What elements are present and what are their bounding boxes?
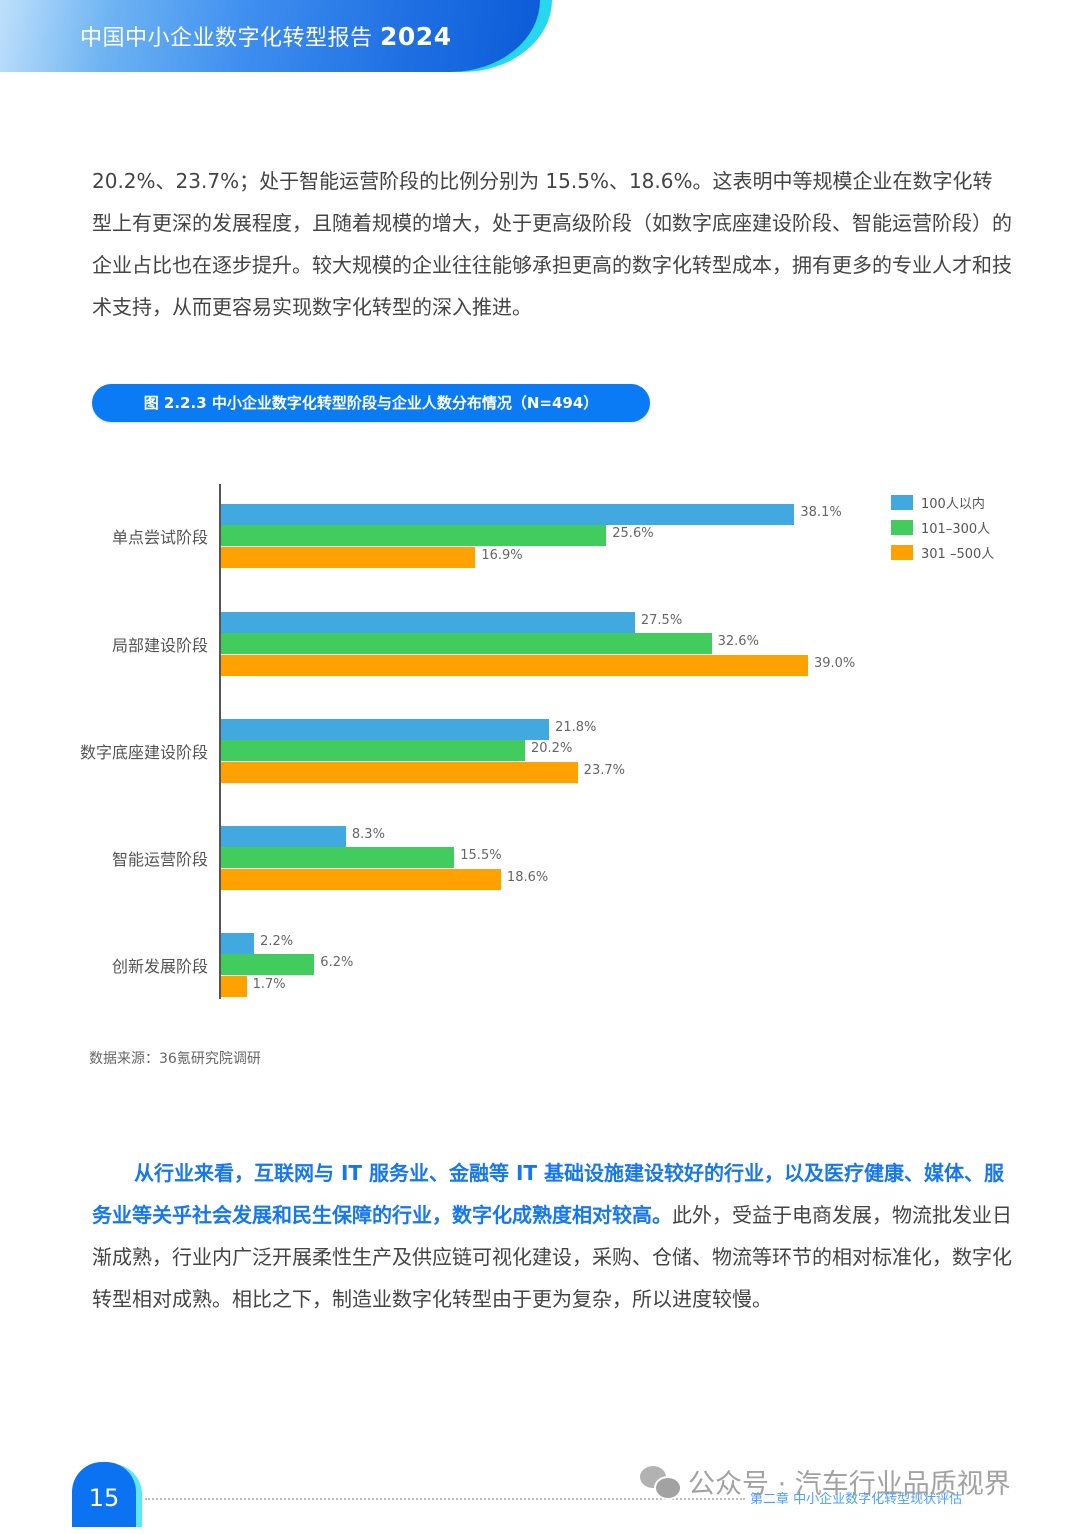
legend-label: 301 –500人 <box>921 547 995 562</box>
bar <box>221 847 455 869</box>
y-axis-line <box>219 484 221 999</box>
body-paragraph-2: 从行业来看，互联网与 IT 服务业、金融等 IT 基础设施建设较好的行业，以及医… <box>92 1152 1012 1320</box>
legend-item: 101–300人 <box>891 515 994 540</box>
bar <box>221 612 635 633</box>
bar <box>221 868 501 890</box>
watermark: 公众号 · 汽车行业品质视界 <box>640 1462 1011 1501</box>
data-label: 25.6% <box>612 526 654 542</box>
report-header: 中国中小企业数字化转型报告 2024 <box>0 0 560 72</box>
bar-chart: 单点尝试阶段 38.1% 25.6% 16.9% 局部建设阶段 27.5% 32.6% 39.… <box>0 480 1080 1000</box>
paragraph-text: 此外，受益于电商发展，物流批发业日渐成熟，行业内广泛开展柔性生产及供应链可视化建… <box>92 1203 1012 1311</box>
chart-legend: 100人以内 101–300人 301 –500人 <box>891 490 994 565</box>
bar <box>221 546 476 568</box>
data-label: 15.5% <box>460 848 502 864</box>
legend-label: 101–300人 <box>921 522 991 537</box>
report-title: 中国中小企业数字化转型报告 2024 <box>80 20 452 52</box>
data-label: 27.5% <box>640 613 683 628</box>
data-label: 2.2% <box>260 934 294 949</box>
bar <box>221 525 607 547</box>
data-label: 1.7% <box>252 976 286 992</box>
bar <box>221 654 808 676</box>
data-source: 数据来源：36氪研究院调研 <box>89 1051 261 1067</box>
bar <box>221 954 315 976</box>
legend-label: 100人以内 <box>921 497 985 512</box>
bar <box>221 719 550 740</box>
legend-item: 100人以内 <box>891 490 994 515</box>
legend-swatch-blue <box>891 495 913 510</box>
data-label: 32.6% <box>717 634 759 650</box>
category-label: 创新发展阶段 <box>111 957 208 976</box>
data-label: 39.0% <box>813 655 856 671</box>
data-label: 21.8% <box>555 720 597 735</box>
data-label: 20.2% <box>531 741 573 757</box>
data-label: 38.1% <box>800 505 842 520</box>
legend-swatch-green <box>891 520 913 535</box>
page-number: 15 <box>72 1462 136 1527</box>
bar <box>221 740 525 762</box>
watermark-text: 公众号 · 汽车行业品质视界 <box>688 1469 1011 1500</box>
category-label: 单点尝试阶段 <box>111 528 208 547</box>
data-label: 16.9% <box>481 547 523 563</box>
highlighted-text: 从行业来看，互联网与 IT 服务业、金融等 IT 基础设施建设较好的行业，以及医… <box>92 1161 1005 1227</box>
chapter-label: 第二章 中小企业数字化转型现状评估 <box>750 1492 963 1507</box>
category-label: 智能运营阶段 <box>111 850 208 869</box>
legend-item: 301 –500人 <box>891 540 994 565</box>
wechat-icon <box>640 1464 682 1500</box>
data-label: 23.7% <box>583 762 625 778</box>
header-banner <box>0 0 540 72</box>
category-label: 数字底座建设阶段 <box>79 743 208 762</box>
body-paragraph-1: 20.2%、23.7%；处于智能运营阶段的比例分别为 15.5%、18.6%。这… <box>92 169 1012 319</box>
report-title-text: 中国中小企业数字化转型报告 <box>80 26 373 51</box>
legend-swatch-orange <box>891 545 913 560</box>
bar <box>221 761 578 783</box>
bar <box>221 975 247 997</box>
data-label: 8.3% <box>351 827 385 842</box>
data-label: 6.2% <box>320 955 354 971</box>
bar <box>221 504 795 525</box>
figure-title: 图 2.2.3 中小企业数字化转型阶段与企业人数分布情况（N=494） <box>92 384 650 422</box>
category-label: 局部建设阶段 <box>111 636 208 655</box>
report-year: 2024 <box>380 22 452 51</box>
page-footer: 15 第二章 中小企业数字化转型现状评估 公众号 · 汽车行业品质视界 <box>0 1460 1080 1527</box>
bar <box>221 633 712 655</box>
dotted-divider <box>145 1498 745 1500</box>
bar <box>221 933 255 954</box>
bar <box>221 826 346 847</box>
data-label: 18.6% <box>506 869 549 885</box>
